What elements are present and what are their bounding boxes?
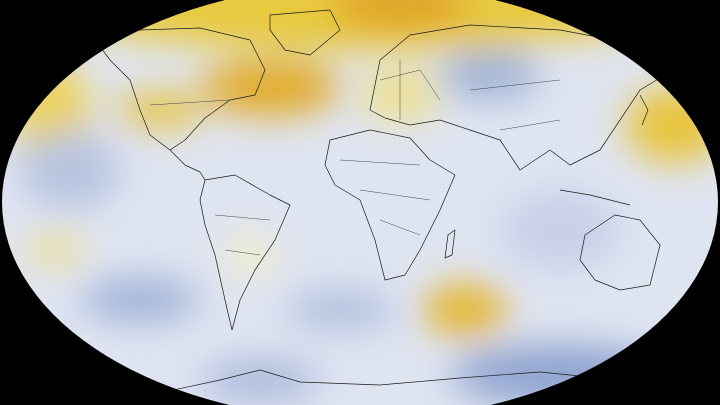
us-canada-border [149, 99, 231, 106]
south-indian-warm [423, 284, 507, 336]
central-america [169, 149, 206, 181]
indonesia [559, 189, 631, 206]
north-america [94, 27, 266, 151]
south-atlantic-cool [285, 290, 395, 330]
arctic-hot [330, 0, 470, 30]
europe-asia [369, 24, 691, 171]
indian-cool [500, 190, 620, 270]
south-america [199, 174, 291, 331]
siberia-cool [440, 50, 540, 100]
australia [579, 214, 661, 291]
borders [149, 60, 561, 256]
madagascar [444, 229, 456, 259]
europe-borders [379, 60, 441, 120]
andes-pale [225, 235, 275, 275]
pacific-cool [20, 130, 120, 210]
antarctic-cool-west [200, 360, 320, 400]
atlantic-warm [200, 60, 340, 116]
africa-borders [339, 159, 431, 236]
anomaly-field [10, 0, 718, 405]
south-america-borders [214, 214, 271, 256]
greenland [269, 9, 341, 56]
asia-borders [469, 79, 561, 131]
japan [639, 94, 649, 126]
us-warm [115, 92, 205, 128]
south-pacific-warm [25, 235, 85, 265]
south-pacific-cool [80, 278, 200, 322]
africa [324, 129, 456, 281]
